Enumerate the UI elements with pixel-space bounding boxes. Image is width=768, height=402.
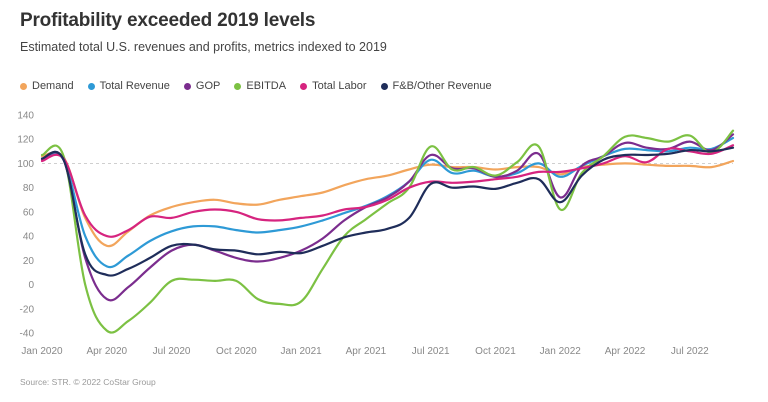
legend-swatch-total-labor — [300, 82, 308, 90]
y-tick-label: -40 — [20, 329, 35, 340]
legend-swatch-fb-other-revenue — [380, 82, 388, 90]
x-tick-label: Jan 2020 — [21, 346, 63, 357]
legend-swatch-demand — [20, 82, 27, 90]
x-tick-label: Jul 2022 — [671, 346, 709, 357]
x-tick-label: Oct 2021 — [475, 346, 516, 357]
legend-label-ebitda: EBITDA — [246, 80, 287, 92]
chart-subtitle: Estimated total U.S. revenues and profit… — [20, 40, 387, 54]
x-tick-label: Apr 2021 — [346, 346, 387, 357]
series-line-demand — [40, 151, 735, 248]
y-tick-label: -20 — [20, 304, 35, 315]
y-tick-label: 60 — [23, 207, 35, 218]
legend-label-gop: GOP — [195, 80, 221, 92]
chart-title: Profitability exceeded 2019 levels — [20, 10, 316, 31]
legend-item-ebitda[interactable]: EBITDA — [234, 80, 286, 92]
y-tick-label: 0 — [28, 280, 34, 291]
x-tick-label: Jul 2020 — [153, 346, 191, 357]
legend-item-fb-other-revenue[interactable]: F&B/Other Revenue — [380, 80, 492, 92]
legend-label-total-revenue: Total Revenue — [99, 80, 170, 92]
x-tick-label: Apr 2020 — [86, 346, 127, 357]
y-tick-label: 120 — [17, 135, 34, 146]
legend-label-fb-other-revenue: F&B/Other Revenue — [392, 80, 492, 92]
series-line-gop — [40, 133, 735, 302]
series-line-total-revenue — [40, 136, 735, 269]
legend: Demand Total Revenue GOP EBITDA Total La… — [20, 80, 506, 92]
source-note: Source: STR. © 2022 CoStar Group — [20, 377, 156, 387]
series-line-total-labor — [40, 144, 735, 238]
y-tick-label: 100 — [17, 159, 34, 170]
x-tick-label: Oct 2020 — [216, 346, 257, 357]
y-tick-label: 20 — [23, 256, 35, 267]
legend-swatch-gop — [183, 82, 191, 90]
legend-label-demand: Demand — [32, 80, 74, 92]
y-tick-label: 40 — [23, 232, 35, 243]
x-tick-label: Jan 2022 — [540, 346, 582, 357]
x-tick-label: Apr 2022 — [605, 346, 646, 357]
y-tick-label: 80 — [23, 183, 35, 194]
x-tick-label: Jul 2021 — [412, 346, 450, 357]
legend-item-demand[interactable]: Demand — [20, 80, 74, 92]
legend-item-total-revenue[interactable]: Total Revenue — [87, 80, 170, 92]
legend-item-total-labor[interactable]: Total Labor — [300, 80, 367, 92]
legend-label-total-labor: Total Labor — [312, 80, 367, 92]
y-tick-label: 140 — [17, 111, 34, 122]
legend-item-gop[interactable]: GOP — [183, 80, 221, 92]
series-line-ebitda — [40, 129, 735, 334]
series-line-f-b-other-revenue — [40, 146, 735, 277]
legend-swatch-total-revenue — [87, 82, 95, 90]
x-tick-label: Jan 2021 — [281, 346, 323, 357]
legend-swatch-ebitda — [234, 82, 242, 90]
